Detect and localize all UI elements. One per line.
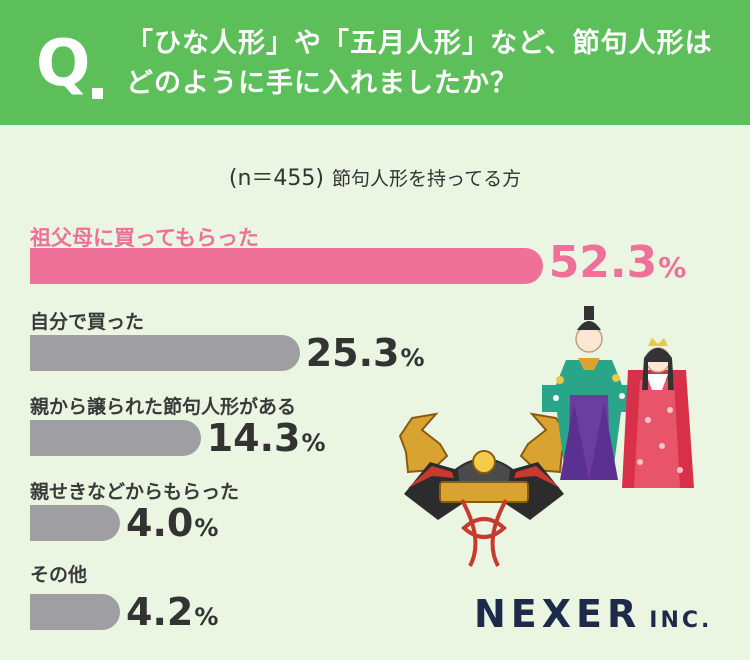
brand-logo: NEXER INC. xyxy=(474,592,712,643)
question-line-2: どのように手に入れましたか？ xyxy=(126,68,518,99)
bar-label: 親せきなどからもらった xyxy=(30,481,240,503)
kabuto-helmet-icon xyxy=(398,412,570,567)
brand-name: NEXER xyxy=(474,592,642,636)
bar-value-unit: % xyxy=(658,251,687,284)
bar-value-number: 52.3 xyxy=(548,237,658,288)
bar-value-unit: % xyxy=(194,514,219,542)
bar-value-number: 14.3 xyxy=(206,416,301,460)
bar xyxy=(30,505,120,541)
sample-description: 節句人形を持ってる方 xyxy=(332,168,522,190)
bar-label: 自分で買った xyxy=(30,311,145,333)
bar-value-number: 4.2 xyxy=(126,590,194,634)
question-line-1: 「ひな人形」や「五月人形」など、節句人形は xyxy=(126,28,713,59)
brand-suffix: INC. xyxy=(649,608,713,633)
bar-value-number: 4.0 xyxy=(126,501,194,545)
bar xyxy=(30,248,543,284)
bar-label: 親から譲られた節句人形がある xyxy=(30,396,297,418)
question-mark: Q xyxy=(36,27,91,101)
bar-value-label: 25.3% xyxy=(306,331,425,380)
bar xyxy=(30,420,201,456)
question-mark-dot xyxy=(92,88,103,99)
bar-label: その他 xyxy=(30,564,88,586)
bar-value-number: 25.3 xyxy=(305,331,400,375)
bar xyxy=(30,335,300,371)
bar-label: 祖父母に買ってもらった xyxy=(30,226,259,250)
sample-note: (n＝455) 節句人形を持ってる方 xyxy=(0,160,750,192)
bar-value-unit: % xyxy=(400,344,425,372)
question-header: Q 「ひな人形」や「五月人形」など、節句人形は どのように手に入れましたか？ xyxy=(0,0,750,125)
bar-value-label: 4.2% xyxy=(126,590,218,639)
bar-value-label: 4.0% xyxy=(126,501,218,550)
bar-value-label: 14.3% xyxy=(207,416,326,465)
question-text: 「ひな人形」や「五月人形」など、節句人形は どのように手に入れましたか？ xyxy=(126,24,726,104)
bar xyxy=(30,594,120,630)
bar-value-unit: % xyxy=(194,603,219,631)
ohina-doll-icon xyxy=(622,338,694,488)
bar-value-unit: % xyxy=(301,429,326,457)
odairi-doll-icon xyxy=(542,306,636,480)
bar-value-label: 52.3% xyxy=(549,241,687,290)
sample-size: (n＝455) xyxy=(228,166,325,191)
